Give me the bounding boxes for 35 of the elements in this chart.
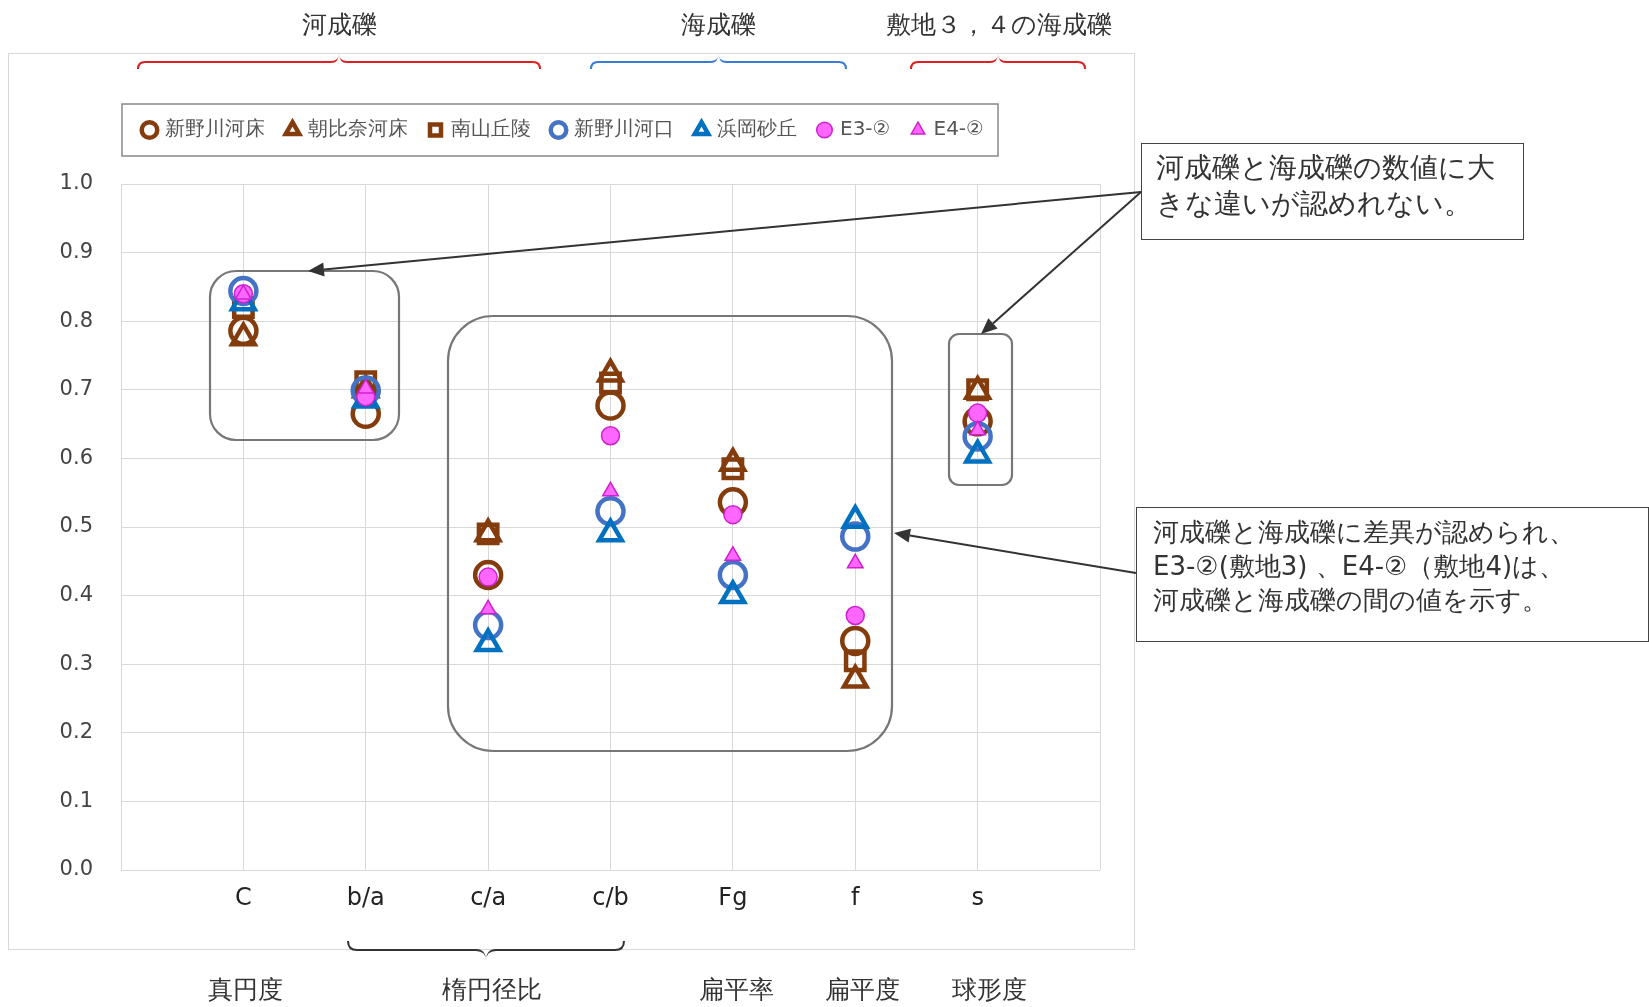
x-tick-label: c/b <box>592 882 629 911</box>
y-tick-label: 0.6 <box>59 444 93 469</box>
y-tick-label: 0.3 <box>59 650 93 675</box>
y-tick-label: 0.4 <box>59 582 93 607</box>
text: 真円度 <box>207 974 283 1006</box>
text: 楕円径比 <box>442 974 542 1006</box>
legend-label: 浜岡砂丘 <box>716 116 797 141</box>
y-tick-label: 0.5 <box>59 513 93 538</box>
legend-label: 朝比奈河床 <box>307 116 408 141</box>
text: 河成礫と海成礫に差異が認められ、E3-②(敷地3) 、E4-②（敷地4)は、河成礫と海成礫の間の値を示す。 <box>1153 516 1575 617</box>
text: 海成礫 <box>680 9 756 41</box>
legend-label: 新野川河床 <box>164 116 265 141</box>
legend-label: 新野川河口 <box>573 116 674 141</box>
text: 敷地３，４の海成礫 <box>886 9 1112 41</box>
x-tick-label: C <box>234 882 252 911</box>
text: 扁平度 <box>824 974 900 1006</box>
text: 河成礫と海成礫の数値に大きな違いが認めれない。 <box>1156 150 1495 223</box>
y-tick-label: 0.2 <box>59 719 93 744</box>
text: 球形度 <box>951 974 1027 1006</box>
legend-label: E3-② <box>839 116 891 141</box>
x-tick-label: s <box>971 882 984 911</box>
y-tick-label: 0.0 <box>59 856 93 881</box>
x-tick-label: c/a <box>470 882 507 911</box>
y-tick-label: 0.8 <box>59 307 93 332</box>
y-tick-label: 0.7 <box>59 376 93 401</box>
x-tick-label: b/a <box>346 882 385 911</box>
text: 扁平率 <box>698 974 774 1006</box>
legend-label: 南山丘陵 <box>450 116 531 141</box>
x-tick-label: Fg <box>718 882 748 911</box>
x-tick-label: f <box>851 882 861 911</box>
y-tick-label: 1.0 <box>59 170 93 195</box>
y-tick-label: 0.9 <box>59 239 93 264</box>
legend-label: E4-② <box>933 116 985 141</box>
y-tick-label: 0.1 <box>59 787 93 812</box>
text: 河成礫 <box>301 9 377 41</box>
